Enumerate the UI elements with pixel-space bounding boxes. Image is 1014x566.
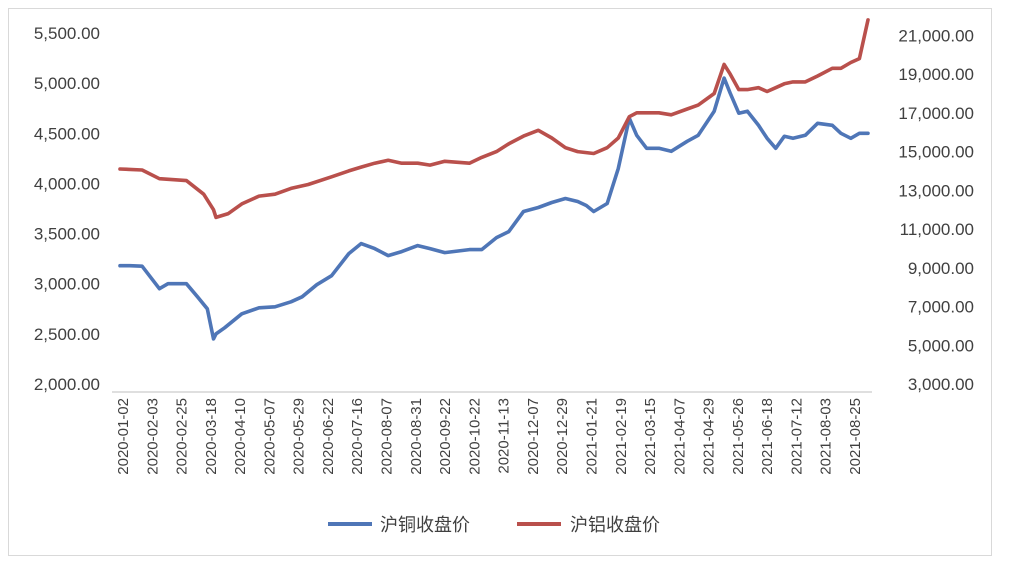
x-tick-label: 2020-04-10 xyxy=(232,398,249,475)
left-y-tick-label: 4,500.00 xyxy=(34,124,100,143)
right-y-tick-label: 9,000.00 xyxy=(908,259,974,278)
right-y-tick-label: 17,000.00 xyxy=(898,104,974,123)
left-y-tick-label: 5,000.00 xyxy=(34,74,100,93)
right-y-tick-label: 21,000.00 xyxy=(898,26,974,45)
x-tick-label: 2020-07-16 xyxy=(349,398,366,475)
x-tick-label: 2021-04-29 xyxy=(701,398,718,475)
left-y-tick-label: 2,500.00 xyxy=(34,325,100,344)
aluminum-close-line xyxy=(118,18,870,220)
x-tick-label: 2020-08-07 xyxy=(379,398,396,475)
legend-label: 沪铝收盘价 xyxy=(570,515,660,536)
right-y-axis: 3,000.00 5,000.00 7,000.00 9,000.00 11,000.0… xyxy=(898,26,974,394)
x-tick-label: 2021-07-12 xyxy=(788,398,805,475)
x-tick-label: 2020-03-18 xyxy=(203,398,220,475)
left-y-tick-label: 3,000.00 xyxy=(34,275,100,294)
x-tick-label: 2020-05-29 xyxy=(291,398,308,475)
x-tick-label: 2020-01-02 xyxy=(115,398,132,475)
legend: 沪铜收盘价 沪铝收盘价 xyxy=(328,515,660,536)
x-tick-label: 2020-10-22 xyxy=(466,398,483,475)
right-y-tick-label: 19,000.00 xyxy=(898,65,974,84)
right-y-tick-label: 7,000.00 xyxy=(908,298,974,317)
x-tick-label: 2021-08-25 xyxy=(847,398,864,475)
x-tick-label: 2021-06-18 xyxy=(759,398,776,475)
x-tick-label: 2020-12-07 xyxy=(525,398,542,475)
x-tick-label: 2021-02-19 xyxy=(613,398,630,475)
x-tick-label: 2020-05-07 xyxy=(261,398,278,475)
left-y-tick-label: 5,500.00 xyxy=(34,24,100,43)
copper-close-line xyxy=(118,76,870,341)
right-y-tick-label: 11,000.00 xyxy=(900,220,974,239)
x-tick-label: 2020-06-22 xyxy=(320,398,337,475)
x-tick-label: 2020-11-13 xyxy=(496,398,513,474)
left-y-tick-label: 2,000.00 xyxy=(34,375,100,394)
left-y-axis: 2,000.00 2,500.00 3,000.00 3,500.00 4,000.00… xyxy=(34,24,100,394)
right-y-tick-label: 13,000.00 xyxy=(898,181,974,200)
x-tick-label: 2021-01-21 xyxy=(583,398,600,475)
x-axis: 2020-01-02 2020-02-03 2020-02-25 2020-03-18… xyxy=(115,398,864,475)
left-y-tick-label: 4,000.00 xyxy=(34,174,100,193)
x-tick-label: 2021-03-15 xyxy=(642,398,659,475)
legend-label: 沪铜收盘价 xyxy=(380,515,470,536)
right-y-tick-label: 3,000.00 xyxy=(908,375,974,394)
x-tick-label: 2021-08-03 xyxy=(818,398,835,475)
left-y-tick-label: 3,500.00 xyxy=(34,225,100,244)
right-y-tick-label: 5,000.00 xyxy=(908,336,974,355)
x-tick-label: 2020-09-22 xyxy=(437,398,454,475)
x-tick-label: 2020-02-25 xyxy=(174,398,191,475)
right-y-tick-label: 15,000.00 xyxy=(898,143,974,162)
x-tick-label: 2021-04-07 xyxy=(671,398,688,475)
series-layer xyxy=(118,18,870,341)
x-tick-label: 2020-02-03 xyxy=(144,398,161,475)
x-tick-label: 2020-08-31 xyxy=(408,398,425,475)
x-tick-label: 2021-05-26 xyxy=(730,398,747,475)
x-tick-label: 2020-12-29 xyxy=(554,398,571,475)
